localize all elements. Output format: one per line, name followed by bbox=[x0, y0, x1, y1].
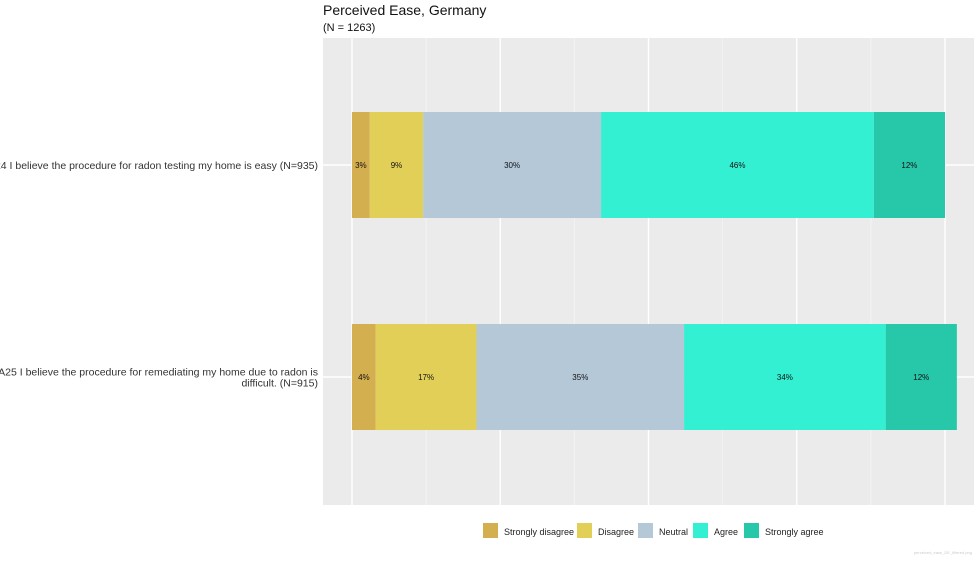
data-label-1-2: 35% bbox=[572, 373, 588, 382]
legend-swatch-3 bbox=[693, 523, 708, 538]
legend-label-0: Strongly disagree bbox=[504, 527, 574, 537]
data-label-0-2: 30% bbox=[504, 161, 520, 170]
legend-label-3: Agree bbox=[714, 527, 738, 537]
data-label-1-0: 4% bbox=[358, 373, 370, 382]
bar-segment-1-4 bbox=[885, 324, 957, 430]
legend-swatch-4 bbox=[744, 523, 759, 538]
bar-segment-0-1 bbox=[369, 112, 424, 218]
bar-segment-0-3 bbox=[601, 112, 874, 218]
data-label-1-4: 12% bbox=[913, 373, 929, 382]
bars-layer: 3% 9% 30% 46% 12% 4% 17% 35% 34% 12% bbox=[352, 112, 957, 430]
data-label-0-3: 46% bbox=[729, 161, 745, 170]
data-label-1-1: 17% bbox=[418, 373, 434, 382]
data-label-1-3: 34% bbox=[777, 373, 793, 382]
legend: Strongly disagree Disagree Neutral Agree Str… bbox=[483, 523, 824, 538]
legend-swatch-1 bbox=[577, 523, 592, 538]
legend-swatch-2 bbox=[638, 523, 653, 538]
data-label-0-0: 3% bbox=[355, 161, 367, 170]
bar-segment-1-3 bbox=[684, 324, 886, 430]
legend-label-1: Disagree bbox=[598, 527, 634, 537]
bar-segment-1-0 bbox=[352, 324, 376, 430]
data-label-0-4: 12% bbox=[901, 161, 917, 170]
bar-segment-0-2 bbox=[423, 112, 602, 218]
bar-segment-1-2 bbox=[476, 324, 685, 430]
category-label-1-0: RA25 I believe the procedure for remedia… bbox=[0, 367, 318, 379]
category-label-0-0: RA24 I believe the procedure for radon t… bbox=[0, 160, 318, 172]
data-label-0-1: 9% bbox=[391, 161, 403, 170]
chart-subtitle: (N = 1263) bbox=[323, 22, 375, 34]
category-labels: RA24 I believe the procedure for radon t… bbox=[0, 160, 318, 390]
legend-label-4: Strongly agree bbox=[765, 527, 824, 537]
bar-segment-0-4 bbox=[873, 112, 945, 218]
chart-title: Perceived Ease, Germany bbox=[323, 2, 486, 18]
legend-label-2: Neutral bbox=[659, 527, 688, 537]
category-label-1-1: difficult. (N=915) bbox=[241, 378, 318, 390]
watermark-text: perceived_ease_DE_filtered.png bbox=[914, 550, 972, 555]
bar-segment-0-0 bbox=[352, 112, 370, 218]
bar-segment-1-1 bbox=[375, 324, 477, 430]
legend-swatch-0 bbox=[483, 523, 498, 538]
plot-area bbox=[323, 38, 974, 505]
